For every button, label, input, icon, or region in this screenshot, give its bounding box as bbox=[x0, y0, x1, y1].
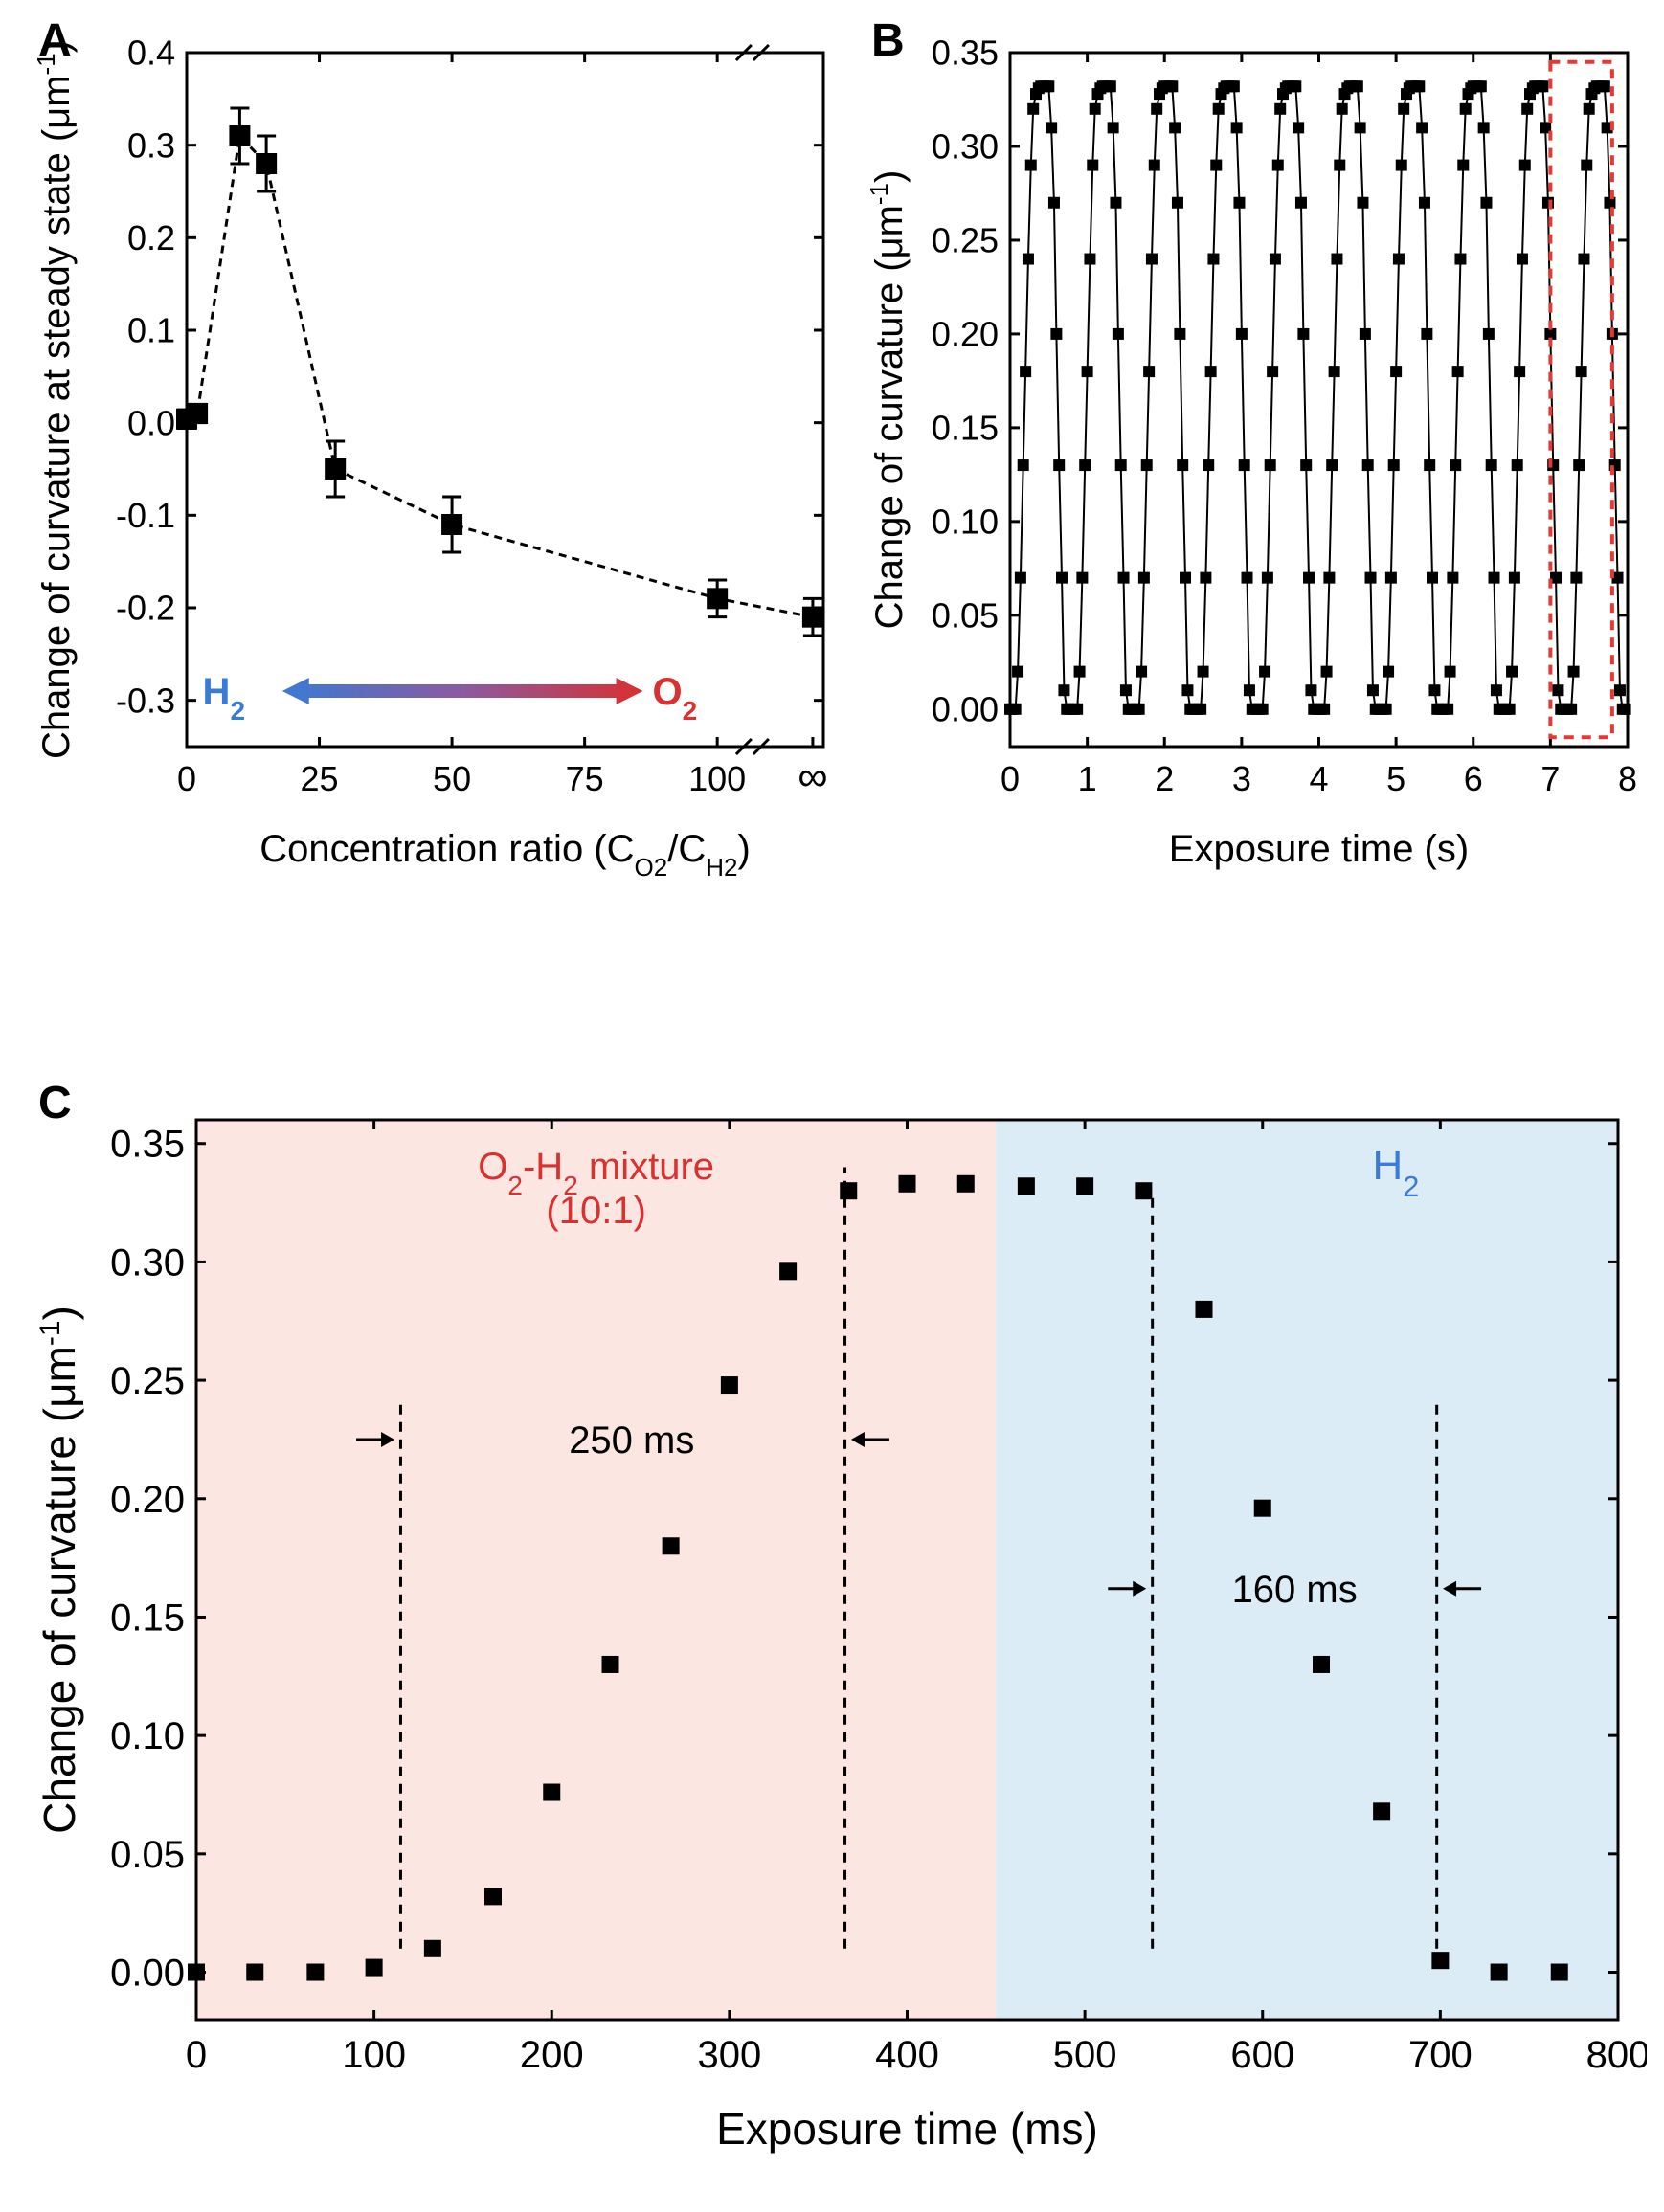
svg-text:-0.1: -0.1 bbox=[116, 496, 175, 535]
svg-text:500: 500 bbox=[1053, 2034, 1117, 2076]
svg-text:-0.3: -0.3 bbox=[116, 681, 175, 720]
svg-text:0.35: 0.35 bbox=[110, 1124, 185, 1166]
svg-text:6: 6 bbox=[1464, 759, 1483, 798]
panel-a: 0 25 50 75 100 -0.3 -0.2 -0.1 0.0 0.1 0.2 0.3 0.4 ∞ H2… bbox=[29, 10, 843, 890]
svg-text:0: 0 bbox=[1001, 759, 1020, 798]
svg-text:Concentration ratio (CO2/CH2): Concentration ratio (CO2/CH2) bbox=[259, 828, 751, 882]
svg-text:0.05: 0.05 bbox=[110, 1834, 185, 1876]
svg-text:200: 200 bbox=[520, 2034, 584, 2076]
svg-text:H2: H2 bbox=[203, 671, 245, 726]
svg-text:2: 2 bbox=[1155, 759, 1174, 798]
svg-text:0.2: 0.2 bbox=[127, 218, 175, 257]
svg-text:0.15: 0.15 bbox=[110, 1597, 185, 1639]
svg-text:(10:1): (10:1) bbox=[546, 1190, 646, 1232]
svg-text:7: 7 bbox=[1540, 759, 1560, 798]
svg-text:300: 300 bbox=[698, 2034, 762, 2076]
svg-text:600: 600 bbox=[1230, 2034, 1294, 2076]
svg-text:0: 0 bbox=[186, 2034, 207, 2076]
panel-b: 0 1 2 3 4 5 6 7 8 0.00 0.05 0.10 0.15 0.20 0.25 0.30 0.3… bbox=[862, 10, 1647, 890]
svg-text:Exposure time (s): Exposure time (s) bbox=[1169, 828, 1469, 870]
svg-text:8: 8 bbox=[1618, 759, 1637, 798]
svg-text:1: 1 bbox=[1078, 759, 1097, 798]
svg-text:O2: O2 bbox=[652, 671, 697, 726]
svg-text:0.25: 0.25 bbox=[110, 1360, 185, 1402]
svg-text:25: 25 bbox=[301, 759, 339, 798]
svg-text:0.1: 0.1 bbox=[127, 311, 175, 350]
svg-text:160 ms: 160 ms bbox=[1232, 1569, 1358, 1611]
svg-text:0.00: 0.00 bbox=[932, 689, 999, 728]
svg-text:Change of curvature (μm-1): Change of curvature (μm-1) bbox=[34, 1306, 85, 1834]
svg-text:0.30: 0.30 bbox=[110, 1241, 185, 1284]
svg-text:700: 700 bbox=[1408, 2034, 1473, 2076]
svg-text:400: 400 bbox=[875, 2034, 939, 2076]
figure-root: 0255075100-0.3-0.2-0.10.00.10.20.30.4∞H2… bbox=[0, 0, 1664, 2212]
svg-text:0.35: 0.35 bbox=[932, 34, 999, 73]
svg-text:0: 0 bbox=[177, 759, 196, 798]
svg-text:800: 800 bbox=[1586, 2034, 1647, 2076]
svg-text:A: A bbox=[38, 15, 72, 66]
svg-text:-0.2: -0.2 bbox=[116, 589, 175, 628]
svg-text:4: 4 bbox=[1309, 759, 1328, 798]
svg-text:0.10: 0.10 bbox=[110, 1715, 185, 1757]
svg-text:100: 100 bbox=[342, 2034, 406, 2076]
svg-text:B: B bbox=[871, 15, 905, 66]
svg-text:100: 100 bbox=[688, 759, 746, 798]
svg-text:0.10: 0.10 bbox=[932, 502, 999, 541]
svg-text:0.30: 0.30 bbox=[932, 127, 999, 167]
svg-text:0.00: 0.00 bbox=[110, 1953, 185, 1995]
svg-text:Change of curvature at steady: Change of curvature at steady state (μm-… bbox=[32, 40, 78, 759]
svg-text:250 ms: 250 ms bbox=[569, 1419, 694, 1462]
svg-text:0.0: 0.0 bbox=[127, 403, 175, 442]
svg-text:0.3: 0.3 bbox=[127, 125, 175, 165]
svg-text:75: 75 bbox=[566, 759, 604, 798]
svg-text:50: 50 bbox=[433, 759, 471, 798]
svg-text:Change of curvature (μm-1): Change of curvature (μm-1) bbox=[865, 170, 911, 630]
svg-text:∞: ∞ bbox=[798, 753, 827, 800]
svg-text:0.15: 0.15 bbox=[932, 408, 999, 447]
svg-text:0.05: 0.05 bbox=[932, 595, 999, 635]
svg-text:3: 3 bbox=[1232, 759, 1251, 798]
svg-text:0.25: 0.25 bbox=[932, 221, 999, 260]
svg-text:C: C bbox=[38, 1078, 72, 1128]
svg-text:0.4: 0.4 bbox=[127, 34, 175, 73]
svg-text:0.20: 0.20 bbox=[932, 315, 999, 354]
svg-text:0.20: 0.20 bbox=[110, 1479, 185, 1521]
panel-c: 0 100 200 300 400 500 600 700 800 0.00 0.05 0.10 0.1… bbox=[29, 1072, 1647, 2182]
svg-text:5: 5 bbox=[1386, 759, 1405, 798]
svg-text:Exposure time (ms): Exposure time (ms) bbox=[716, 2104, 1098, 2154]
